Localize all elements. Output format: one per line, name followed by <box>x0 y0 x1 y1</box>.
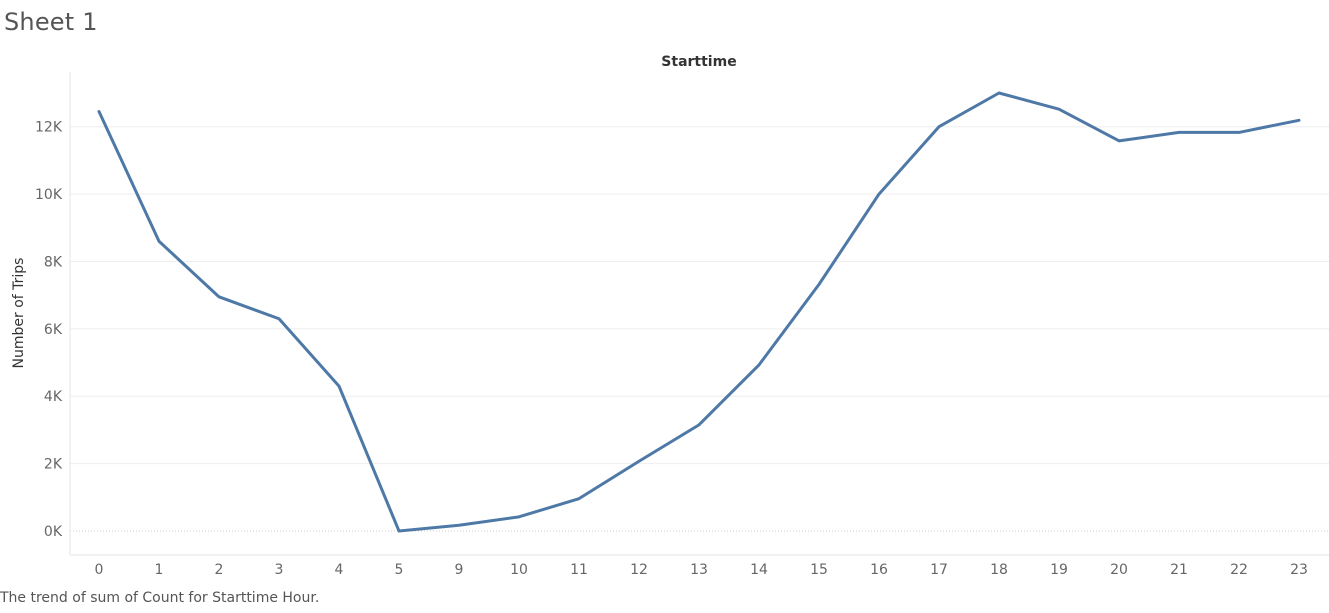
x-tick-label: 22 <box>1230 562 1248 578</box>
chart-title: Starttime <box>661 54 736 70</box>
x-tick-label: 1 <box>155 562 164 578</box>
data-point[interactable] <box>873 188 885 200</box>
x-tick-label: 5 <box>395 562 404 578</box>
x-tick-label: 3 <box>275 562 284 578</box>
y-tick-label: 4K <box>44 389 63 405</box>
axis-layer <box>69 72 1329 556</box>
x-tick-label: 13 <box>690 562 708 578</box>
y-tick-labels: 0K 2K 4K 6K 8K 10K 12K <box>35 120 63 540</box>
data-point[interactable] <box>813 278 825 290</box>
x-tick-label: 16 <box>870 562 888 578</box>
data-point[interactable] <box>1293 114 1305 126</box>
data-point[interactable] <box>1053 103 1065 115</box>
data-point[interactable] <box>513 511 525 523</box>
chart-caption: The trend of sum of Count for Starttime … <box>0 590 320 606</box>
data-point[interactable] <box>273 313 285 325</box>
data-point[interactable] <box>1233 126 1245 138</box>
x-tick-label: 23 <box>1290 562 1308 578</box>
x-tick-label: 21 <box>1170 562 1188 578</box>
data-point[interactable] <box>933 121 945 133</box>
x-tick-labels: 0 1 2 3 4 5 9 10 11 12 13 14 15 16 17 18 19 20 21 22 23 <box>95 562 1308 578</box>
y-tick-label: 8K <box>44 254 63 270</box>
data-point[interactable] <box>333 380 345 392</box>
data-point[interactable] <box>93 106 105 118</box>
data-point[interactable] <box>633 455 645 467</box>
x-tick-label: 11 <box>570 562 588 578</box>
x-tick-label: 2 <box>215 562 224 578</box>
data-point[interactable] <box>393 525 405 537</box>
x-tick-label: 14 <box>750 562 768 578</box>
x-tick-label: 17 <box>930 562 948 578</box>
series-line[interactable] <box>97 91 1301 533</box>
x-tick-label: 18 <box>990 562 1008 578</box>
data-point[interactable] <box>453 519 465 531</box>
y-tick-label: 10K <box>35 187 63 203</box>
y-tick-label: 2K <box>44 457 63 473</box>
x-tick-label: 10 <box>510 562 528 578</box>
data-point[interactable] <box>1173 126 1185 138</box>
grid-layer <box>70 126 1329 532</box>
sheet-title: Sheet 1 <box>4 8 98 36</box>
x-tick-label: 12 <box>630 562 648 578</box>
y-tick-label: 6K <box>44 322 63 338</box>
data-point[interactable] <box>1113 135 1125 147</box>
y-axis-label: Number of Trips <box>11 258 27 369</box>
x-tick-label: 19 <box>1050 562 1068 578</box>
x-tick-label: 0 <box>95 562 104 578</box>
x-tick-label: 15 <box>810 562 828 578</box>
data-point[interactable] <box>753 359 765 371</box>
data-point[interactable] <box>993 87 1005 99</box>
x-tick-label: 9 <box>455 562 464 578</box>
y-tick-label: 0K <box>44 524 63 540</box>
data-point[interactable] <box>693 419 705 431</box>
data-point[interactable] <box>573 493 585 505</box>
data-point[interactable] <box>153 235 165 247</box>
x-tick-label: 4 <box>335 562 344 578</box>
data-point[interactable] <box>213 291 225 303</box>
series-layer <box>93 87 1305 537</box>
x-tick-label: 20 <box>1110 562 1128 578</box>
y-tick-label: 12K <box>35 120 63 136</box>
